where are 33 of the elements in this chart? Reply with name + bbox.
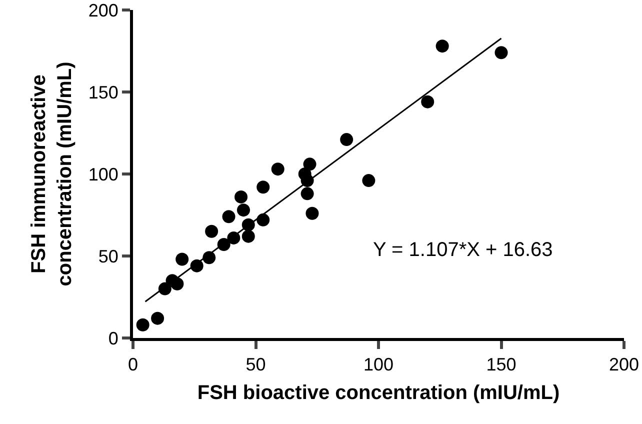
point — [236, 204, 250, 217]
y-tick-label: 100 — [88, 164, 118, 184]
y-tick-label: 150 — [88, 82, 118, 102]
x-tick-label: 50 — [246, 354, 266, 375]
x-tick-label: 0 — [128, 354, 138, 375]
point — [362, 174, 376, 188]
point — [136, 318, 150, 332]
point — [271, 162, 284, 176]
point — [234, 190, 248, 204]
x-tick-label: 200 — [608, 354, 640, 375]
point — [176, 252, 189, 266]
point — [151, 312, 164, 325]
point — [421, 95, 434, 108]
point — [170, 277, 184, 290]
x-tick-label: 150 — [486, 354, 516, 375]
point — [256, 213, 270, 226]
point — [436, 40, 449, 53]
point — [222, 210, 236, 224]
x-axis-title: FSH bioactive concentration (mIU/mL) — [197, 382, 560, 404]
y-tick-label: 0 — [108, 328, 118, 348]
point — [306, 206, 319, 220]
point — [300, 187, 314, 200]
y-tick-label: 200 — [88, 0, 118, 20]
point — [205, 224, 218, 238]
annotation: Y = 1.107*X + 16.63 — [373, 239, 553, 261]
point — [340, 133, 354, 146]
y-axis-title: FSH immunoreactive concentration (mIU/mL) — [28, 62, 76, 286]
point — [256, 180, 270, 194]
point — [303, 158, 316, 171]
point — [494, 46, 508, 60]
x-tick-label: 100 — [363, 354, 394, 375]
point — [242, 230, 255, 243]
y-tick-label: 50 — [98, 246, 118, 266]
